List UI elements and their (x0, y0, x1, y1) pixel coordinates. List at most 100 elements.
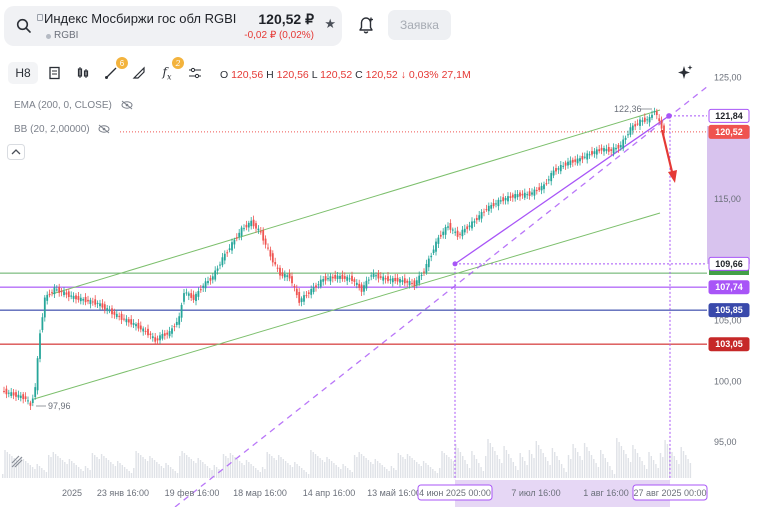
sparkle-icon[interactable] (676, 64, 694, 82)
volume-bar (597, 467, 600, 478)
candle-body (547, 179, 550, 181)
volume-bar (560, 464, 563, 478)
volume-bar (579, 456, 581, 478)
interval-button[interactable]: H8 (8, 62, 38, 84)
chart-type-icon[interactable] (44, 62, 66, 84)
volume-bar (376, 461, 379, 478)
candle-body (171, 328, 173, 334)
chevron-up-icon[interactable] (7, 144, 25, 160)
volume-bar (275, 460, 278, 478)
volume-bar (87, 468, 89, 478)
volume-bar (505, 450, 508, 478)
volume-bar (652, 460, 655, 478)
volume-bar (232, 455, 234, 478)
volume-bar (577, 452, 579, 478)
candle-body (411, 282, 413, 284)
candles (3, 107, 665, 411)
candle-body (562, 165, 565, 167)
candle-body (619, 145, 622, 148)
volume-bar (183, 453, 186, 478)
volume-bar (342, 464, 344, 478)
candle-body (564, 162, 567, 166)
volume-bar (103, 456, 105, 478)
volume-bar (629, 462, 632, 478)
candle-body (48, 293, 51, 296)
candle-body (401, 280, 404, 282)
bell-plus-icon[interactable] (350, 10, 382, 40)
volume-bar (662, 457, 664, 478)
eye-off-icon[interactable] (98, 124, 110, 134)
volume-bar (434, 471, 436, 478)
price-tag-label: 121,84 (715, 111, 743, 121)
candle-body (15, 392, 17, 397)
volume-bar (20, 457, 22, 478)
candle-body (447, 226, 449, 228)
volume-bar (314, 454, 317, 478)
volume-bar (234, 457, 236, 478)
indicator-ema[interactable]: EMA (200, 0, CLOSE) (14, 100, 133, 111)
volume-bar (167, 465, 169, 478)
instrument-title: Индекс Мосбиржи гос обл RGBI (44, 11, 237, 26)
candle-body (123, 318, 125, 320)
candle-body (245, 224, 248, 228)
candle-body (499, 200, 502, 202)
volume-bar (319, 458, 321, 478)
price-tag-box (708, 337, 750, 352)
volume-bar (54, 454, 57, 478)
search-icon[interactable] (16, 18, 32, 34)
eye-off-icon[interactable] (121, 100, 133, 110)
candle-body (185, 292, 188, 294)
settings-sliders-icon[interactable] (184, 62, 206, 84)
volume-bar (544, 457, 547, 478)
candle-body (439, 234, 442, 237)
candle-body (540, 185, 543, 191)
candle-body (89, 299, 92, 305)
candles-icon[interactable] (72, 62, 94, 84)
ohlc-h-label: H (266, 69, 274, 81)
order-button[interactable]: Заявка (388, 10, 451, 40)
candle-body (269, 249, 272, 257)
time-axis-tick: 19 фев 16:00 (165, 488, 220, 498)
candle-body (322, 279, 325, 282)
candle-body (471, 221, 473, 229)
volume-bar (282, 459, 284, 478)
candle-body (365, 280, 368, 289)
drawing-tools-icon[interactable]: 6 (100, 57, 128, 84)
fx-icon[interactable]: fx 2 (156, 57, 184, 84)
instrument-search-card[interactable]: Индекс Мосбиржи гос обл RGBI RGBI 120,52… (4, 6, 342, 46)
star-icon[interactable]: ★ (324, 16, 336, 31)
candle-body (478, 215, 481, 220)
volume-bar (613, 474, 616, 478)
volume-bar (604, 458, 606, 478)
ohlc-l-label: L (311, 69, 318, 81)
candle-body (427, 258, 430, 268)
volume-bar (52, 452, 54, 478)
volume-bar (59, 458, 61, 478)
volume-bar (321, 460, 324, 478)
volume-bar (611, 470, 613, 478)
price-chart[interactable]: 122,36 97,96 125,00 115,00 105,00 100,00 95,00… (0, 62, 758, 507)
price-tag-box (708, 280, 750, 295)
volume-bar (455, 444, 457, 478)
indicator-bb[interactable]: BB (20, 2,00000) (14, 124, 110, 135)
volume-bar (620, 446, 623, 478)
candle-body (495, 203, 497, 205)
instrument-price: 120,52 ₽ (258, 11, 314, 27)
candle-body (235, 237, 238, 239)
candle-body (377, 273, 380, 279)
ruler-icon[interactable] (128, 62, 150, 84)
volume-bar (646, 469, 648, 478)
candle-body (435, 241, 437, 252)
candle-body (106, 308, 109, 311)
candle-body (163, 333, 166, 336)
volume-bar (13, 458, 15, 478)
volume-bar (429, 467, 432, 478)
volume-bar (678, 464, 680, 478)
volume-bar (397, 453, 399, 478)
volume-bar (432, 469, 434, 478)
volume-bar (521, 457, 524, 478)
candle-body (646, 119, 649, 121)
price-tag-box (708, 303, 750, 318)
volume-bar (188, 457, 190, 478)
volume-bar (588, 451, 590, 478)
